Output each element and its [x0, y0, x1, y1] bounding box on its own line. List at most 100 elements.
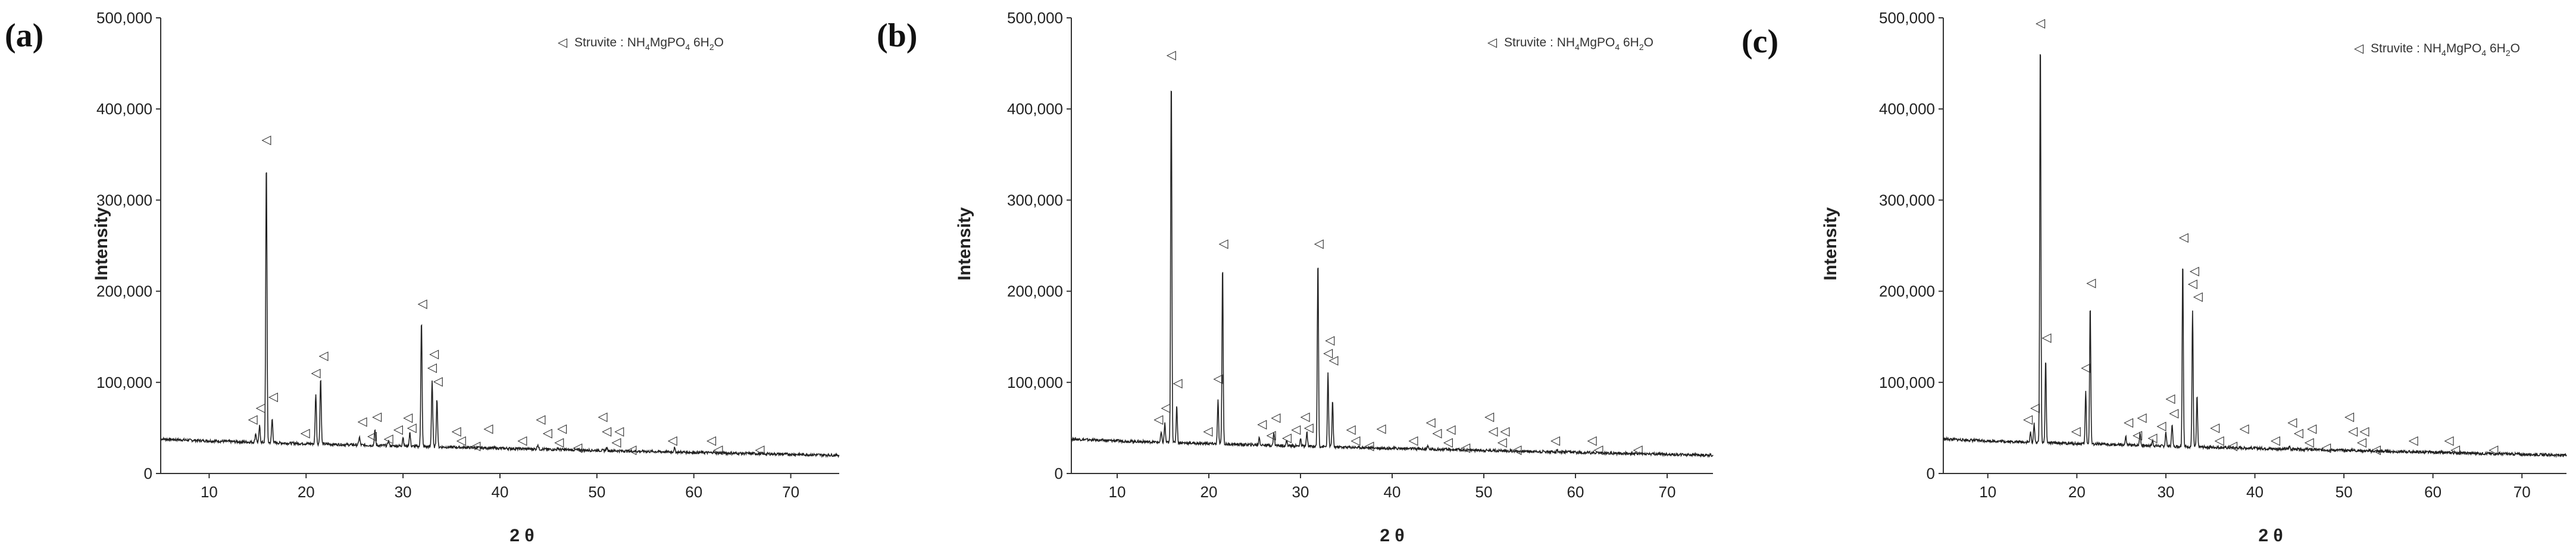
x-tick-label: 70 — [2514, 483, 2531, 501]
struvite-marker: ◁ — [2165, 391, 2175, 406]
x-tick-label: 50 — [2336, 483, 2353, 501]
struvite-marker: ◁ — [2169, 406, 2179, 420]
x-axis-title: 2 θ — [509, 526, 534, 545]
struvite-marker: ◁ — [1271, 410, 1281, 425]
struvite-marker: ◁ — [1376, 421, 1386, 435]
struvite-marker: ◁ — [2215, 433, 2225, 447]
xrd-pattern-line — [160, 172, 840, 459]
panel-letter-a: (a) — [5, 17, 43, 54]
struvite-marker: ◁ — [2371, 442, 2381, 456]
struvite-marker: ◁ — [2193, 289, 2203, 303]
struvite-marker: ◁ — [1346, 422, 1356, 437]
struvite-marker: ◁ — [1323, 346, 1333, 360]
struvite-marker: ◁ — [1314, 236, 1324, 250]
struvite-marker: ◁ — [2086, 275, 2096, 290]
struvite-marker: ◁ — [1304, 421, 1314, 435]
x-tick-label: 30 — [2157, 483, 2174, 501]
y-tick-label: 100,000 — [96, 374, 152, 391]
struvite-marker: ◁ — [1328, 353, 1339, 367]
struvite-marker: ◁ — [248, 412, 258, 426]
legend-marker-icon: ◁ — [1487, 35, 1498, 49]
struvite-marker: ◁ — [2188, 276, 2198, 290]
x-tick-label: 20 — [1201, 483, 1218, 501]
y-tick-label: 400,000 — [96, 100, 152, 118]
struvite-marker: ◁ — [256, 400, 266, 415]
struvite-marker: ◁ — [2344, 409, 2355, 424]
struvite-marker: ◁ — [2321, 440, 2331, 454]
struvite-marker: ◁ — [1153, 412, 1164, 426]
struvite-marker: ◁ — [2071, 424, 2081, 438]
panel-a: (a) Intensity 2 θ ◁ Struvite : NH4MgPO4 … — [5, 9, 840, 545]
struvite-marker: ◁ — [483, 421, 493, 435]
x-tick-label: 10 — [1109, 483, 1126, 501]
x-tick-label: 30 — [1292, 483, 1309, 501]
struvite-marker: ◁ — [611, 435, 621, 449]
struvite-marker: ◁ — [2081, 360, 2091, 374]
struvite-marker: ◁ — [418, 296, 428, 310]
struvite-marker: ◁ — [1325, 333, 1335, 347]
struvite-marker: ◁ — [407, 421, 417, 435]
legend-marker-icon: ◁ — [558, 35, 568, 49]
struvite-marker: ◁ — [393, 422, 404, 437]
struvite-marker: ◁ — [301, 426, 311, 440]
x-tick-label: 20 — [2068, 483, 2086, 501]
y-tick-label: 500,000 — [96, 9, 152, 27]
struvite-marker: ◁ — [755, 442, 765, 456]
struvite-marker: ◁ — [557, 421, 567, 435]
struvite-marker: ◁ — [1364, 438, 1374, 453]
legend-label: Struvite : NH4MgPO4 6H2O — [574, 36, 724, 52]
struvite-marker: ◁ — [1587, 433, 1598, 447]
struvite-marker: ◁ — [457, 433, 467, 447]
panel-c: (c) Intensity 2 θ ◁ Struvite : NH4MgPO4 … — [1742, 9, 2567, 545]
legend-marker-icon: ◁ — [2354, 41, 2364, 55]
struvite-marker: ◁ — [1161, 400, 1171, 415]
struvite-marker: ◁ — [2030, 400, 2040, 415]
y-tick-label: 0 — [144, 465, 152, 482]
struvite-marker: ◁ — [1203, 424, 1213, 438]
struvite-marker: ◁ — [2348, 424, 2358, 438]
x-axis-title: 2 θ — [2258, 526, 2283, 545]
struvite-marker: ◁ — [1219, 236, 1229, 250]
y-tick-label: 200,000 — [1007, 283, 1063, 300]
struvite-marker: ◁ — [372, 409, 382, 424]
struvite-marker: ◁ — [1446, 422, 1456, 437]
xrd-pattern-line — [1943, 54, 2567, 459]
y-axis-title: Intensity — [92, 207, 111, 281]
struvite-marker: ◁ — [2147, 430, 2158, 444]
y-tick-label: 200,000 — [96, 283, 152, 300]
struvite-marker: ◁ — [1426, 415, 1436, 429]
struvite-marker: ◁ — [2444, 433, 2454, 447]
struvite-marker: ◁ — [1257, 416, 1267, 431]
struvite-marker: ◁ — [2307, 421, 2317, 435]
struvite-marker: ◁ — [384, 431, 394, 446]
struvite-marker: ◁ — [706, 433, 717, 447]
struvite-marker: ◁ — [2287, 415, 2297, 429]
x-tick-label: 60 — [685, 483, 702, 501]
struvite-marker: ◁ — [319, 349, 329, 363]
struvite-marker: ◁ — [1432, 426, 1442, 440]
x-tick-label: 40 — [1384, 483, 1401, 501]
struvite-marker: ◁ — [2210, 421, 2220, 435]
struvite-marker: ◁ — [1350, 433, 1361, 447]
struvite-marker: ◁ — [517, 433, 527, 447]
struvite-marker: ◁ — [2179, 230, 2189, 244]
y-tick-label: 300,000 — [96, 191, 152, 209]
x-tick-label: 50 — [1475, 483, 1493, 501]
struvite-marker: ◁ — [668, 433, 678, 447]
y-tick-label: 300,000 — [1879, 191, 1935, 209]
y-tick-label: 100,000 — [1007, 374, 1063, 391]
panel-letter-b: (b) — [877, 17, 917, 54]
struvite-marker: ◁ — [1282, 430, 1292, 444]
y-tick-label: 100,000 — [1879, 374, 1935, 391]
struvite-marker: ◁ — [2409, 433, 2419, 447]
struvite-marker: ◁ — [554, 435, 564, 449]
struvite-marker: ◁ — [311, 366, 321, 380]
y-tick-label: 300,000 — [1007, 191, 1063, 209]
struvite-marker: ◁ — [1488, 424, 1498, 438]
xrd-pattern-line — [1071, 90, 1714, 458]
struvite-marker: ◁ — [2042, 330, 2052, 344]
struvite-marker: ◁ — [1633, 442, 1643, 456]
struvite-marker: ◁ — [1300, 409, 1311, 424]
x-axis-title: 2 θ — [1380, 526, 1404, 545]
struvite-marker: ◁ — [2239, 421, 2249, 435]
